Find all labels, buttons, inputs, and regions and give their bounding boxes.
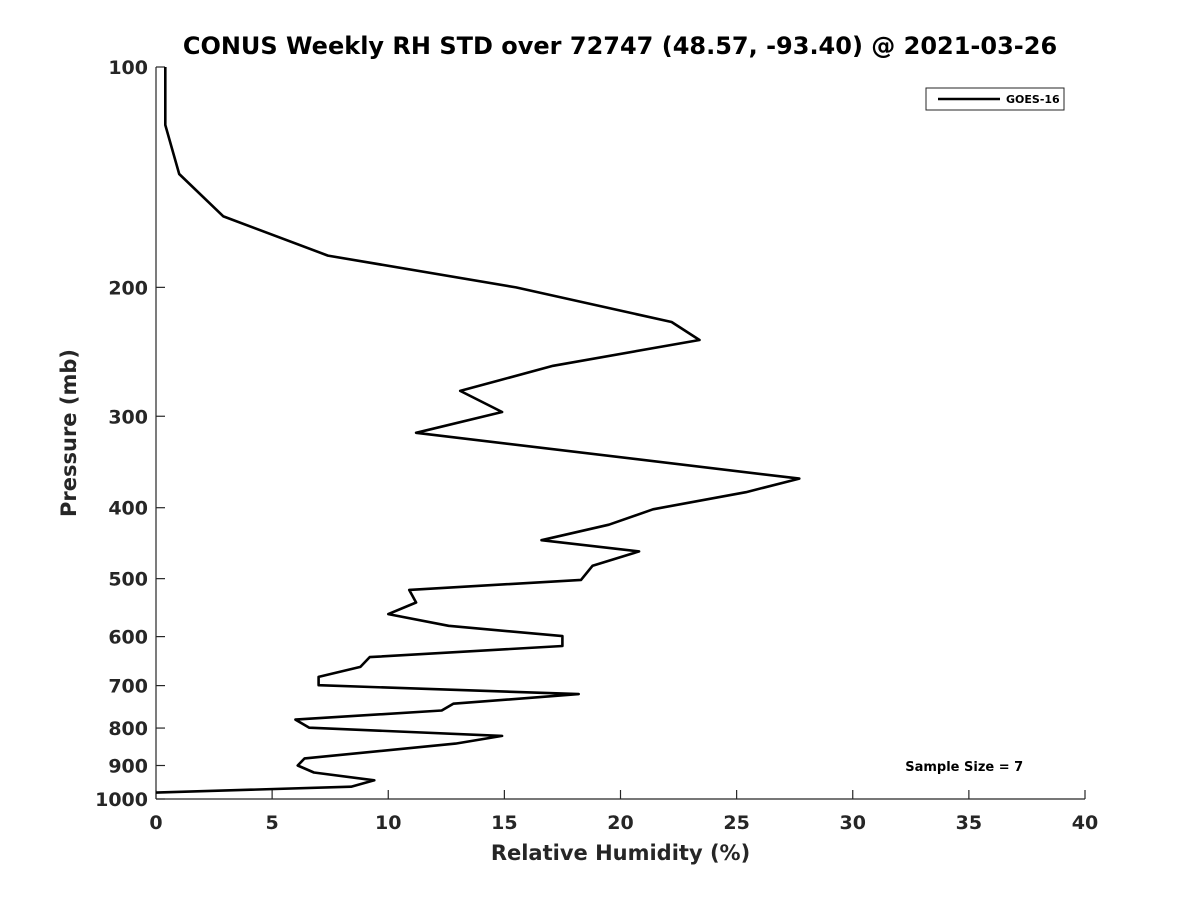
y-tick-label: 300 xyxy=(108,406,148,428)
x-tick-label: 25 xyxy=(723,812,749,834)
x-tick-label: 35 xyxy=(956,812,982,834)
y-tick-label: 700 xyxy=(108,676,148,698)
y-tick-label: 100 xyxy=(108,57,148,79)
sample-size-annotation: Sample Size = 7 xyxy=(905,760,1023,775)
y-tick-label: 600 xyxy=(108,627,148,649)
legend-label: GOES-16 xyxy=(1006,93,1060,106)
y-tick-label: 900 xyxy=(108,756,148,778)
x-tick-label: 10 xyxy=(375,812,401,834)
y-tick-label: 800 xyxy=(108,718,148,740)
y-tick-label: 1000 xyxy=(95,789,148,811)
series-line-goes16 xyxy=(155,67,801,794)
legend: GOES-16 xyxy=(925,87,1065,111)
chart-title: CONUS Weekly RH STD over 72747 (48.57, -… xyxy=(183,32,1057,60)
x-tick-label: 40 xyxy=(1072,812,1098,834)
y-axis-ticks: 100 200 300 400 500 600 700 800 900 1000 xyxy=(95,57,165,811)
x-tick-label: 15 xyxy=(491,812,517,834)
y-tick-label: 200 xyxy=(108,277,148,299)
y-tick-label: 400 xyxy=(108,498,148,520)
x-tick-label: 30 xyxy=(840,812,866,834)
x-tick-label: 5 xyxy=(266,812,279,834)
y-tick-label: 500 xyxy=(108,569,148,591)
x-tick-label: 20 xyxy=(607,812,633,834)
x-tick-label: 0 xyxy=(149,812,162,834)
y-axis-label: Pressure (mb) xyxy=(57,349,81,517)
x-axis-label: Relative Humidity (%) xyxy=(491,841,750,865)
x-axis-ticks: 0 5 10 15 20 25 30 35 40 xyxy=(149,790,1098,834)
